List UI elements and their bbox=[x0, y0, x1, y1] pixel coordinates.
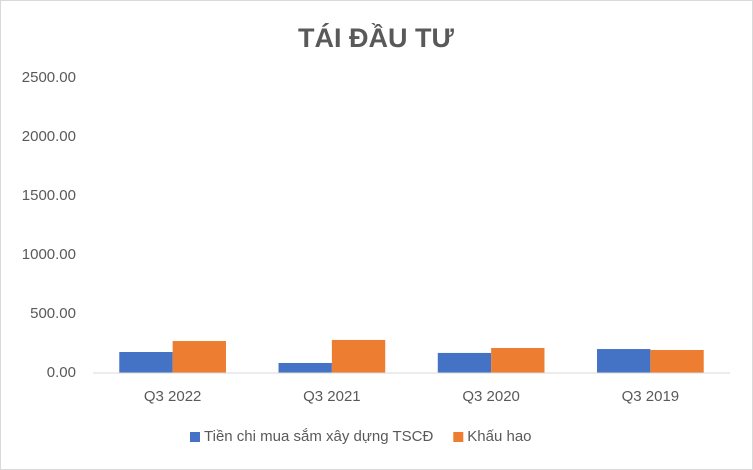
legend-swatch bbox=[190, 432, 200, 442]
y-tick-label: 2500.00 bbox=[22, 69, 76, 86]
chart-title: TÁI ĐẦU TƯ bbox=[298, 22, 454, 53]
legend-label: Tiền chi mua sắm xây dựng TSCĐ bbox=[204, 428, 433, 445]
x-tick-label: Q3 2022 bbox=[144, 388, 202, 405]
bar bbox=[650, 349, 704, 373]
y-tick-label: 0.00 bbox=[47, 364, 76, 381]
bar bbox=[331, 339, 386, 373]
bar bbox=[119, 351, 173, 373]
x-tick-label: Q3 2020 bbox=[462, 388, 520, 405]
y-tick-label: 500.00 bbox=[30, 305, 76, 322]
y-tick-label: 2000.00 bbox=[22, 128, 76, 145]
bar bbox=[597, 349, 651, 373]
x-tick-label: Q3 2021 bbox=[303, 388, 361, 405]
legend-label: Khấu hao bbox=[467, 428, 531, 445]
y-tick-label: 1500.00 bbox=[22, 187, 76, 204]
bar bbox=[437, 352, 492, 373]
x-tick-label: Q3 2019 bbox=[622, 388, 680, 405]
bar bbox=[491, 347, 545, 373]
legend-swatch bbox=[453, 432, 464, 442]
bar bbox=[278, 362, 332, 373]
bar bbox=[172, 341, 226, 373]
y-tick-label: 1000.00 bbox=[22, 246, 76, 263]
